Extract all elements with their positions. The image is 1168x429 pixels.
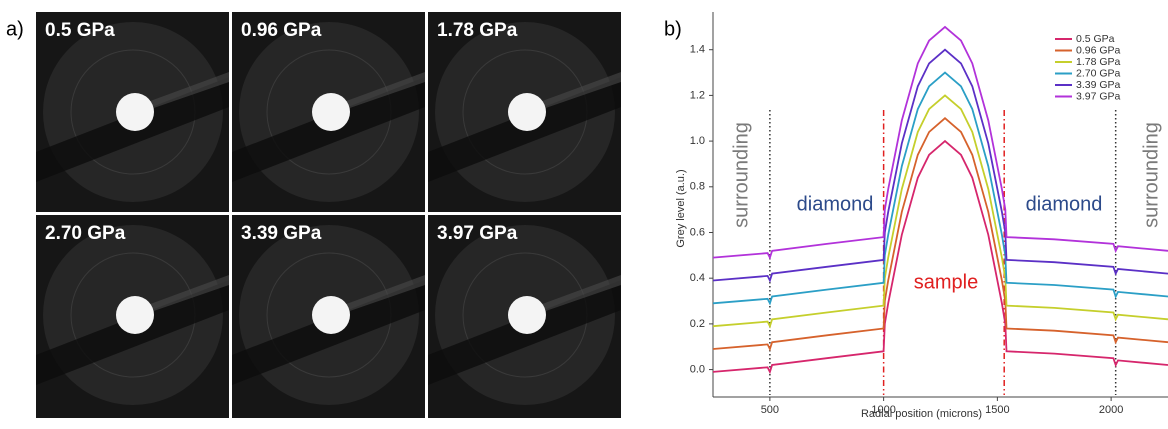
- sample-disk: [312, 296, 350, 334]
- pressure-label: 0.5 GPa: [45, 20, 115, 41]
- image-tile: 3.39 GPa: [232, 215, 425, 418]
- line-series: [713, 94, 1168, 329]
- x-tick-label: 2000: [1099, 404, 1123, 416]
- legend-label: 2.70 GPa: [1076, 67, 1121, 79]
- x-tick-label: 1500: [985, 404, 1009, 416]
- x-axis-label: Radial position (microns): [861, 408, 982, 420]
- legend-label: 3.39 GPa: [1076, 79, 1121, 91]
- annotation: surrounding: [730, 122, 752, 228]
- legend-background: [1050, 33, 1162, 105]
- image-tile: 2.70 GPa: [36, 215, 229, 418]
- y-axis-label: Grey level (a.u.): [675, 169, 687, 247]
- image-tile: 0.96 GPa: [232, 12, 425, 212]
- lines: [713, 25, 1168, 375]
- y-tick-label: 0.4: [690, 272, 705, 284]
- y-tick-label: 1.2: [690, 89, 705, 101]
- sample-disk: [116, 296, 154, 334]
- y-tick-label: 1.0: [690, 135, 705, 147]
- pressure-label: 3.97 GPa: [437, 223, 518, 244]
- y-tick-label: 1.4: [690, 44, 705, 56]
- legend-label: 0.96 GPa: [1076, 44, 1121, 56]
- y-tick-label: 0.8: [690, 181, 705, 193]
- x-tick-label: 500: [761, 404, 779, 416]
- image-tile: 3.97 GPa: [428, 215, 621, 418]
- line-series: [713, 117, 1168, 352]
- sample-disk: [312, 93, 350, 131]
- line-series: [713, 48, 1168, 283]
- bright-band: [338, 275, 425, 315]
- panel-label: a): [6, 18, 24, 40]
- y-tick-label: 0.6: [690, 226, 705, 238]
- pressure-label: 2.70 GPa: [45, 223, 126, 244]
- sample-disk: [508, 93, 546, 131]
- bright-band: [534, 275, 621, 315]
- legend-label: 3.97 GPa: [1076, 90, 1121, 102]
- bright-band: [534, 72, 621, 112]
- legend-label: 1.78 GPa: [1076, 56, 1121, 68]
- pressure-label: 1.78 GPa: [437, 20, 518, 41]
- bright-band: [338, 72, 425, 112]
- legend-label: 0.5 GPa: [1076, 33, 1115, 45]
- pressure-label: 3.39 GPa: [241, 223, 322, 244]
- pressure-label: 0.96 GPa: [241, 20, 322, 41]
- annotation: diamond: [1026, 193, 1103, 215]
- line-series: [713, 25, 1168, 260]
- sample-disk: [508, 296, 546, 334]
- sample-disk: [116, 93, 154, 131]
- annotation: surrounding: [1140, 122, 1162, 228]
- y-tick-label: 0.0: [690, 363, 705, 375]
- annotation: diamond: [797, 193, 874, 215]
- y-tick-label: 0.2: [690, 318, 705, 330]
- line-series: [713, 71, 1168, 306]
- image-tile: 1.78 GPa: [428, 12, 621, 212]
- x-tick-label: 1000: [871, 404, 895, 416]
- annotation: sample: [914, 271, 978, 293]
- bright-band: [142, 72, 229, 112]
- line-series: [713, 139, 1168, 375]
- panel-label: b): [664, 18, 682, 40]
- image-tile: 0.5 GPa: [36, 12, 229, 212]
- bright-band: [142, 275, 229, 315]
